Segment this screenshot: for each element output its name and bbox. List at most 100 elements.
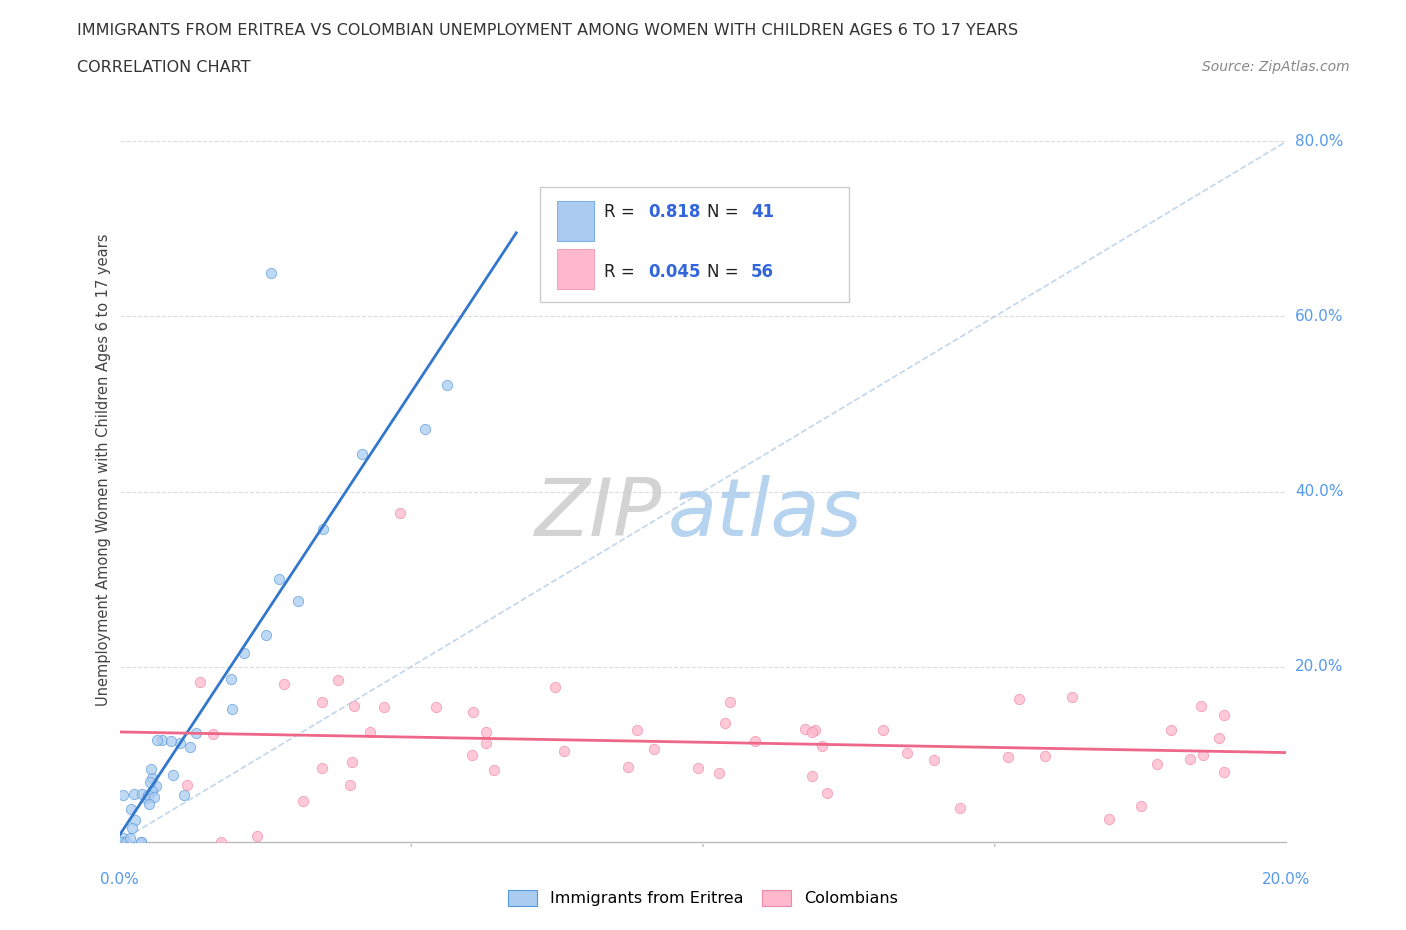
Point: [115, 834, 138, 849]
Point: [1098, 812, 1121, 827]
Point: [553, 744, 575, 759]
Point: [544, 680, 567, 695]
Point: [233, 645, 256, 660]
Point: [312, 521, 335, 536]
Point: [922, 753, 945, 768]
Point: [475, 725, 498, 740]
Point: [145, 778, 167, 793]
Point: [460, 748, 482, 763]
Text: 0.818: 0.818: [648, 204, 700, 221]
Point: [744, 733, 766, 748]
Point: [160, 734, 183, 749]
Text: ZIP: ZIP: [534, 475, 662, 553]
Point: [388, 506, 411, 521]
Point: [343, 698, 366, 713]
Point: [179, 739, 201, 754]
Point: [800, 724, 823, 739]
Text: CORRELATION CHART: CORRELATION CHART: [77, 60, 250, 75]
Point: [1180, 751, 1202, 766]
Point: [135, 790, 157, 805]
Point: [686, 761, 709, 776]
Text: 80.0%: 80.0%: [1295, 134, 1343, 149]
Text: 41: 41: [751, 204, 773, 221]
Point: [221, 671, 243, 686]
Text: 0.0%: 0.0%: [100, 872, 139, 887]
Text: 40.0%: 40.0%: [1295, 484, 1343, 499]
Text: N =: N =: [706, 262, 744, 281]
Text: 20.0%: 20.0%: [1295, 659, 1343, 674]
Point: [221, 702, 243, 717]
Point: [139, 775, 162, 790]
Point: [484, 763, 506, 777]
Point: [139, 762, 162, 777]
Text: R =: R =: [603, 262, 640, 281]
Point: [169, 736, 191, 751]
Point: [145, 733, 167, 748]
Point: [110, 834, 132, 849]
Point: [292, 793, 315, 808]
Point: [461, 704, 484, 719]
Point: [616, 760, 638, 775]
Point: [720, 695, 742, 710]
Point: [949, 801, 972, 816]
Point: [339, 777, 361, 792]
Point: [141, 771, 163, 786]
Text: 60.0%: 60.0%: [1295, 309, 1343, 324]
Point: [1033, 749, 1056, 764]
Point: [896, 746, 918, 761]
Point: [138, 797, 160, 812]
Point: [150, 733, 173, 748]
Point: [436, 378, 458, 392]
Point: [246, 829, 269, 844]
Point: [111, 831, 134, 846]
Point: [872, 723, 894, 737]
Point: [413, 421, 436, 436]
Point: [1213, 707, 1236, 722]
Point: [112, 788, 135, 803]
Point: [350, 446, 373, 461]
Text: 0.045: 0.045: [648, 262, 700, 281]
Point: [1191, 748, 1213, 763]
Point: [326, 672, 349, 687]
Point: [1189, 698, 1212, 713]
Text: atlas: atlas: [668, 475, 863, 553]
FancyBboxPatch shape: [557, 201, 595, 241]
Point: [287, 593, 309, 608]
Point: [997, 750, 1019, 764]
Text: Source: ZipAtlas.com: Source: ZipAtlas.com: [1202, 60, 1350, 74]
Point: [1212, 764, 1234, 779]
Point: [311, 761, 333, 776]
Point: [1160, 723, 1182, 737]
Point: [111, 834, 134, 849]
Point: [359, 724, 381, 739]
Point: [340, 754, 363, 769]
Point: [129, 834, 152, 849]
Point: [373, 699, 395, 714]
Point: [815, 786, 838, 801]
Point: [801, 768, 824, 783]
Point: [124, 813, 146, 828]
Point: [188, 674, 211, 689]
Point: [129, 834, 152, 849]
Point: [311, 695, 333, 710]
Point: [176, 777, 198, 792]
Point: [714, 715, 737, 730]
Point: [804, 723, 827, 737]
Point: [267, 571, 290, 586]
Point: [121, 821, 143, 836]
Point: [1208, 730, 1230, 745]
Text: 20.0%: 20.0%: [1263, 872, 1310, 887]
Point: [707, 766, 730, 781]
Point: [136, 787, 159, 802]
Point: [202, 726, 225, 741]
Point: [1060, 690, 1083, 705]
Text: R =: R =: [603, 204, 640, 221]
Point: [425, 700, 447, 715]
FancyBboxPatch shape: [540, 187, 849, 302]
Point: [1146, 756, 1168, 771]
Point: [209, 834, 232, 849]
Point: [626, 723, 648, 737]
Point: [162, 768, 184, 783]
Point: [475, 736, 498, 751]
Point: [122, 787, 145, 802]
